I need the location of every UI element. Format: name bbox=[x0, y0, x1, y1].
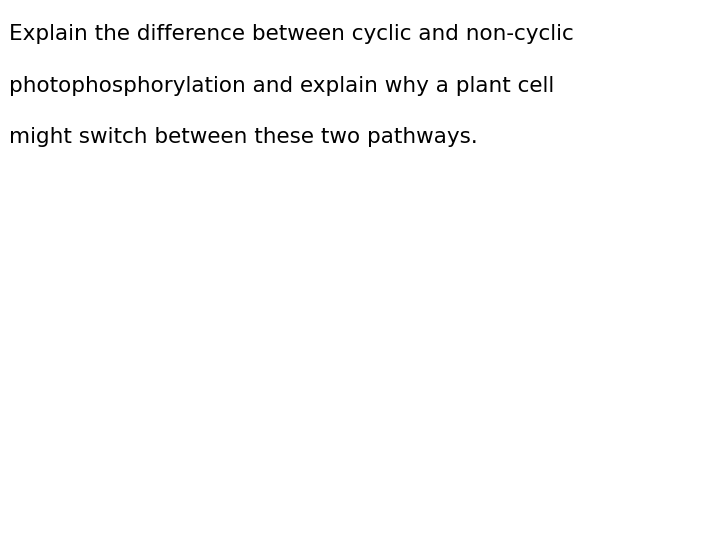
Text: photophosphorylation and explain why a plant cell: photophosphorylation and explain why a p… bbox=[9, 76, 554, 96]
Text: Explain the difference between cyclic and non-cyclic: Explain the difference between cyclic an… bbox=[9, 24, 573, 44]
Text: might switch between these two pathways.: might switch between these two pathways. bbox=[9, 127, 477, 147]
